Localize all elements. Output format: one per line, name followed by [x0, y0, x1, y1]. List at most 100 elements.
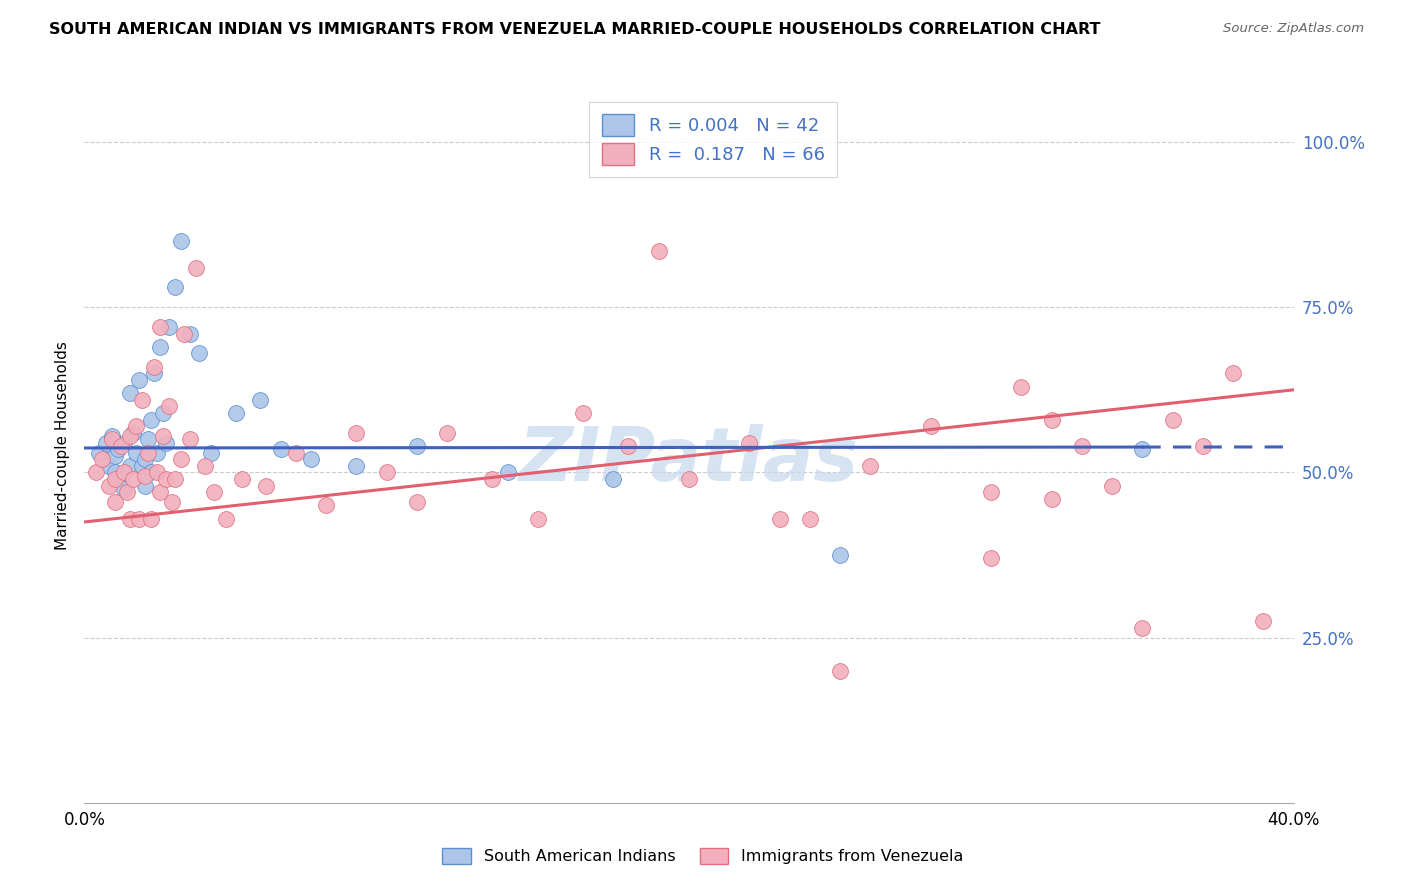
Point	[100, 429, 122, 443]
Point	[830, 548, 852, 562]
Point	[270, 442, 292, 457]
Point	[1192, 439, 1215, 453]
Point	[118, 429, 141, 443]
Point	[89, 445, 111, 459]
Point	[128, 373, 150, 387]
Point	[572, 406, 595, 420]
Point	[139, 511, 162, 525]
Point	[125, 445, 148, 459]
Point	[121, 472, 143, 486]
Point	[179, 326, 201, 341]
Point	[1130, 442, 1153, 457]
Point	[136, 433, 159, 447]
Point	[980, 485, 1002, 500]
Point	[86, 466, 108, 480]
Point	[107, 442, 129, 457]
Point	[249, 392, 271, 407]
Point	[346, 425, 368, 440]
Point	[146, 466, 169, 480]
Point	[142, 359, 165, 374]
Point	[299, 452, 322, 467]
Point	[97, 458, 120, 473]
Point	[157, 320, 180, 334]
Point	[1071, 439, 1094, 453]
Point	[91, 452, 114, 467]
Point	[155, 472, 177, 486]
Point	[139, 412, 162, 426]
Point	[100, 433, 122, 447]
Point	[112, 435, 135, 450]
Point	[152, 406, 174, 420]
Text: Source: ZipAtlas.com: Source: ZipAtlas.com	[1223, 22, 1364, 36]
Point	[602, 472, 624, 486]
Point	[830, 664, 852, 678]
Point	[134, 468, 156, 483]
Point	[112, 482, 135, 496]
Point	[738, 435, 761, 450]
Point	[125, 419, 148, 434]
Point	[799, 511, 821, 525]
Point	[1101, 478, 1123, 492]
Point	[110, 439, 132, 453]
Point	[165, 472, 187, 486]
Point	[285, 445, 308, 459]
Point	[104, 472, 127, 486]
Point	[97, 478, 120, 492]
Point	[170, 234, 193, 248]
Point	[496, 466, 519, 480]
Point	[769, 511, 792, 525]
Point	[481, 472, 503, 486]
Point	[157, 400, 180, 414]
Point	[155, 435, 177, 450]
Point	[173, 326, 195, 341]
Point	[375, 466, 398, 480]
Point	[134, 478, 156, 492]
Text: SOUTH AMERICAN INDIAN VS IMMIGRANTS FROM VENEZUELA MARRIED-COUPLE HOUSEHOLDS COR: SOUTH AMERICAN INDIAN VS IMMIGRANTS FROM…	[49, 22, 1101, 37]
Point	[648, 244, 671, 258]
Point	[142, 367, 165, 381]
Point	[194, 458, 217, 473]
Point	[1011, 379, 1033, 393]
Point	[436, 425, 458, 440]
Point	[131, 458, 153, 473]
Point	[104, 495, 127, 509]
Point	[1040, 412, 1063, 426]
Point	[146, 445, 169, 459]
Point	[165, 280, 187, 294]
Point	[136, 445, 159, 459]
Point	[121, 425, 143, 440]
Point	[1253, 614, 1275, 628]
Point	[131, 392, 153, 407]
Point	[406, 439, 429, 453]
Point	[104, 466, 127, 480]
Point	[179, 433, 201, 447]
Point	[94, 435, 117, 450]
Point	[139, 466, 162, 480]
Point	[200, 445, 222, 459]
Point	[128, 511, 150, 525]
Point	[1130, 621, 1153, 635]
Point	[134, 452, 156, 467]
Point	[215, 511, 238, 525]
Point	[231, 472, 253, 486]
Point	[118, 458, 141, 473]
Point	[152, 429, 174, 443]
Point	[346, 458, 368, 473]
Point	[920, 419, 942, 434]
Point	[678, 472, 700, 486]
Point	[1161, 412, 1184, 426]
Legend: South American Indians, Immigrants from Venezuela: South American Indians, Immigrants from …	[436, 841, 970, 871]
Point	[1222, 367, 1244, 381]
Legend: R = 0.004   N = 42, R =  0.187   N = 66: R = 0.004 N = 42, R = 0.187 N = 66	[589, 102, 837, 178]
Point	[617, 439, 640, 453]
Point	[149, 485, 172, 500]
Point	[859, 458, 882, 473]
Point	[225, 406, 247, 420]
Point	[188, 346, 211, 360]
Point	[104, 449, 127, 463]
Point	[315, 499, 337, 513]
Y-axis label: Married-couple Households: Married-couple Households	[55, 342, 70, 550]
Point	[118, 386, 141, 401]
Point	[186, 260, 208, 275]
Point	[254, 478, 277, 492]
